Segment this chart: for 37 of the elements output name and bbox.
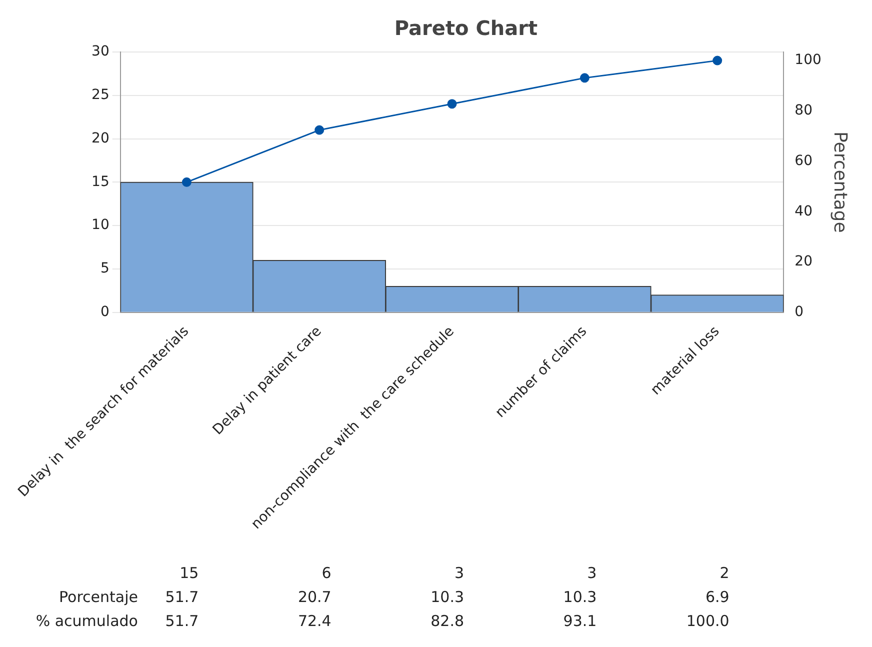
data-label: 15 (180, 564, 199, 582)
data-label: 93.1 (563, 612, 597, 630)
y2-axis-title: Percentage (830, 132, 851, 233)
data-label: 100.0 (686, 612, 730, 630)
y2-tick-label: 40 (794, 203, 813, 220)
text: 51.7 (165, 588, 199, 606)
data-label: 3 (454, 564, 464, 582)
y2-tick-label: 100 (794, 52, 822, 68)
text: 6.9 (705, 588, 730, 606)
data-label: 82.8 (430, 612, 464, 630)
data-label: 72.4 (298, 612, 332, 630)
y-tick-label: 25 (92, 87, 110, 104)
text: 10.3 (563, 588, 597, 606)
data-label: 6 (322, 564, 332, 582)
data-label: 2 (720, 564, 730, 582)
point (580, 73, 590, 83)
text: 20.7 (298, 588, 332, 606)
data-label: 51.7 (165, 612, 199, 630)
y-tick-label: 5 (100, 260, 110, 277)
y-tick-label: 20 (92, 130, 110, 146)
text: % acumulado (36, 612, 138, 630)
point (712, 56, 722, 66)
data-label: 3 (587, 564, 597, 582)
text: Porcentaje (59, 588, 138, 606)
y-tick-label: 30 (92, 44, 110, 60)
point (447, 99, 457, 109)
y2-tick-label: 0 (794, 304, 804, 320)
y2-tick-label: 20 (794, 254, 813, 270)
y2-tick-label: 80 (794, 102, 813, 119)
chart-title: Pareto Chart (394, 16, 538, 40)
text: 10.3 (430, 588, 464, 606)
y-tick-label: 10 (92, 217, 110, 234)
point (182, 177, 192, 187)
y2-tick-label: 60 (794, 152, 813, 169)
point (314, 125, 324, 135)
y-tick-label: 15 (92, 174, 110, 190)
y-tick-label: 0 (100, 304, 110, 320)
